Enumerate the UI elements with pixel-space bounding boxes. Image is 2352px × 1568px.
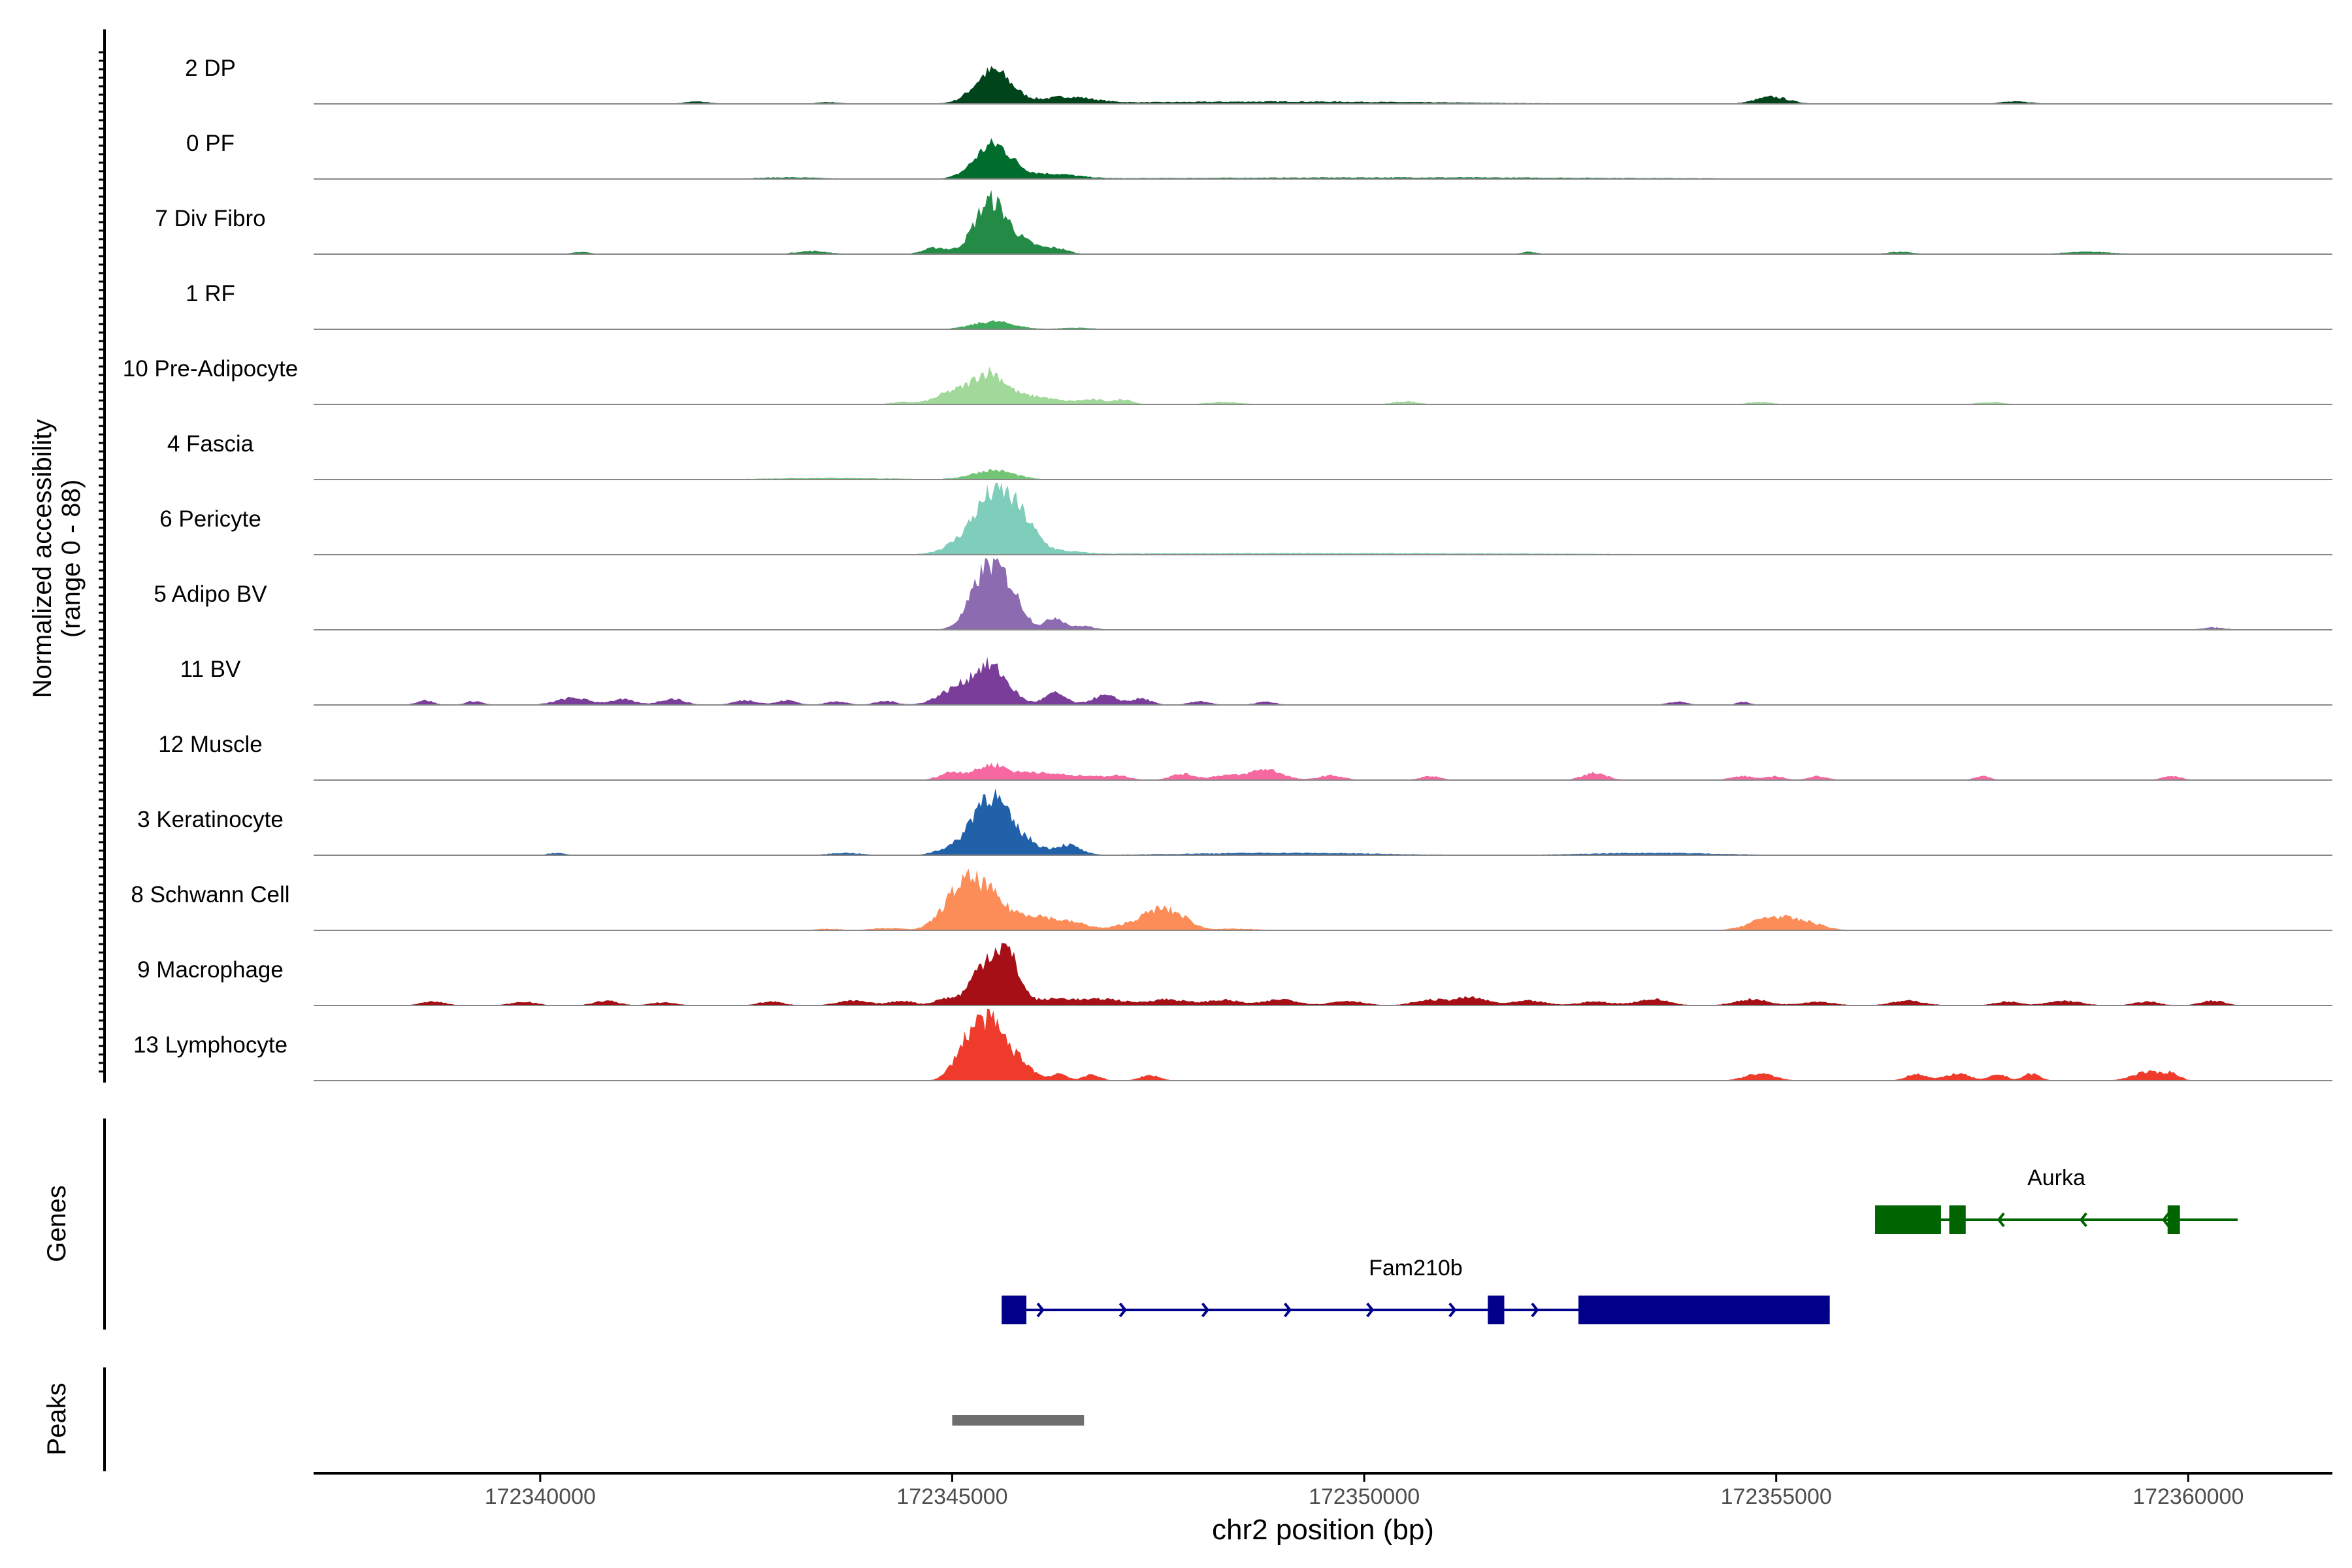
track-6-pericyte: 6 Pericyte [159,483,2332,555]
track-signal-area [314,483,2332,555]
strand-arrow-icon [1448,1302,1457,1318]
gene-annotations: Aurka Fam210b [1002,1166,2238,1324]
track-13-lymphocyte: 13 Lymphocyte [133,1009,2332,1081]
track-signal-area [314,788,2332,855]
genes-axis-title: Genes [42,1185,71,1262]
track-label: 5 Adipo BV [154,581,267,607]
track-label: 8 Schwann Cell [131,882,289,907]
track-label: 0 PF [186,131,235,156]
strand-arrow-icon [1283,1302,1292,1318]
strand-arrow-icon [2161,1212,2170,1228]
y-axis-title-line2: (range 0 - 88) [57,480,86,638]
track-5-adipo-bv: 5 Adipo BV [154,558,2332,630]
track-label: 10 Pre-Adipocyte [123,356,298,382]
x-axis-title: chr2 position (bp) [1212,1514,1434,1546]
gene-exon [2167,1205,2180,1234]
track-label: 12 Muscle [158,732,263,757]
track-7-div-fibro: 7 Div Fibro [155,189,2332,255]
gene-name-label: Aurka [2027,1166,2085,1190]
x-tick-label: 172360000 [2132,1484,2244,1509]
strand-arrow-icon [1201,1302,1209,1318]
gene-exon [1002,1296,1026,1324]
strand-arrow-icon [1531,1302,1539,1318]
track-9-macrophage: 9 Macrophage [137,943,2332,1006]
track-1-rf: 1 RF [186,281,2332,330]
gene-exon [1875,1205,1941,1234]
y-axis-ticks [99,51,105,1073]
strand-arrow-icon [1119,1302,1127,1318]
gene-name-label: Fam210b [1369,1256,1463,1281]
track-signal-area [314,943,2332,1005]
x-tick-label: 172340000 [485,1484,596,1509]
track-label: 7 Div Fibro [155,206,265,231]
track-2-dp: 2 DP [185,56,2332,105]
track-8-schwann-cell: 8 Schwann Cell [131,868,2332,931]
track-label: 4 Fascia [167,431,254,457]
track-11-bv: 11 BV [180,657,2332,706]
gene-exon [1578,1296,1830,1324]
gene-exon [1949,1205,1966,1234]
peak-region-bar [952,1415,1085,1426]
track-label: 3 Keratinocyte [137,807,284,832]
gene-aurka: Aurka [1875,1166,2238,1234]
track-3-keratinocyte: 3 Keratinocyte [137,788,2332,856]
track-signal-area [314,320,2332,329]
peaks-axis-title: Peaks [42,1382,71,1455]
track-label: 13 Lymphocyte [133,1032,287,1058]
track-label: 9 Macrophage [137,957,284,983]
strand-arrow-icon [1036,1302,1045,1318]
gene-exon [1488,1296,1505,1324]
x-axis-ticks: 172340000 172345000 172350000 172355000 1723… [485,1473,2244,1509]
track-label: 1 RF [186,281,235,306]
track-signal-area [314,65,2332,104]
track-signal-area [314,367,2332,404]
x-tick-label: 172350000 [1309,1484,1420,1509]
track-0-pf: 0 PF [186,131,2332,180]
peak-regions [952,1415,1085,1426]
gene-fam210b: Fam210b [1002,1256,1830,1324]
track-signal-area [314,558,2332,630]
track-12-muscle: 12 Muscle [158,732,2332,781]
track-signal-area [314,868,2332,930]
track-label: 6 Pericyte [159,506,261,532]
coverage-tracks: 2 DP 0 PF 7 Div Fibro 1 RF 10 Pre-Adipocyte 4… [123,56,2332,1081]
strand-arrow-icon [1366,1302,1375,1318]
track-signal-area [314,762,2332,780]
track-signal-area [314,469,2332,480]
track-signal-area [314,657,2332,705]
track-label: 2 DP [185,56,236,81]
track-signal-area [314,138,2332,179]
x-tick-label: 172345000 [896,1484,1007,1509]
track-10-pre-adipocyte: 10 Pre-Adipocyte [123,356,2332,405]
track-signal-area [314,189,2332,254]
track-signal-area [314,1009,2332,1081]
track-4-fascia: 4 Fascia [167,431,2332,480]
y-axis-title-line1: Normalized accessibility [28,419,57,698]
strand-arrow-icon [2079,1212,2087,1228]
x-tick-label: 172355000 [1721,1484,1832,1509]
track-label: 11 BV [180,657,241,682]
strand-arrow-icon [1997,1212,2005,1228]
